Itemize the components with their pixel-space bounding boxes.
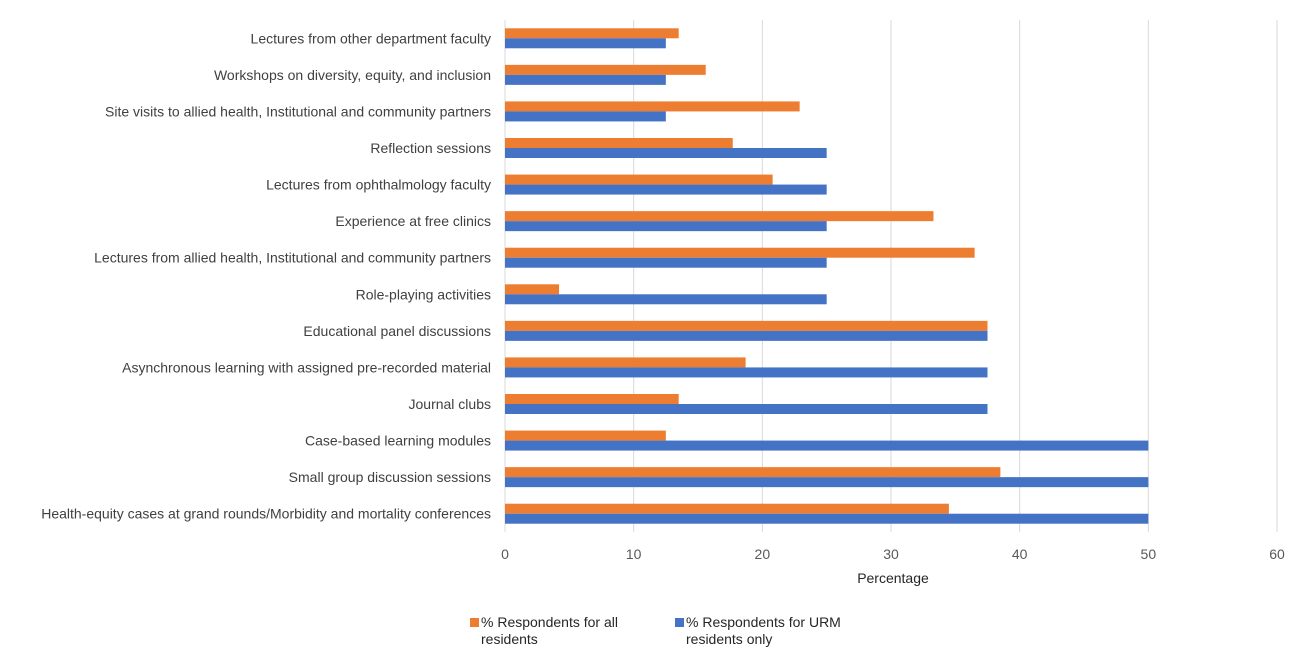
category-label: Educational panel discussions <box>303 323 491 339</box>
gridlines <box>633 20 1278 532</box>
x-axis-title: Percentage <box>857 570 929 586</box>
bar-urm-residents <box>505 294 827 305</box>
bar-urm-residents <box>505 513 1149 524</box>
bar-urm-residents <box>505 111 666 122</box>
x-tick-label: 20 <box>755 546 771 562</box>
bar-all-residents <box>505 430 666 441</box>
bar-urm-residents <box>505 367 988 378</box>
bar-urm-residents <box>505 330 988 341</box>
legend-label: % Respondents for URM <box>686 614 841 630</box>
bar-all-residents <box>505 394 679 404</box>
bar-all-residents <box>505 64 706 75</box>
category-label: Small group discussion sessions <box>289 469 491 485</box>
legend-label: residents <box>481 631 538 647</box>
x-tick-label: 30 <box>883 546 899 562</box>
legend-label: % Respondents for all <box>481 614 618 630</box>
bar-all-residents <box>505 284 560 295</box>
category-label: Workshops on diversity, equity, and incl… <box>214 67 491 83</box>
category-label: Case-based learning modules <box>305 433 491 449</box>
bar-urm-residents <box>505 257 827 268</box>
bar-all-residents <box>505 357 746 368</box>
legend-swatch <box>675 618 684 627</box>
bar-urm-residents <box>505 148 827 158</box>
category-label: Lectures from allied health, Institution… <box>94 250 491 266</box>
x-tick-label: 60 <box>1269 546 1285 562</box>
bar-urm-residents <box>505 477 1149 488</box>
legend-swatch <box>470 618 479 627</box>
bar-all-residents <box>505 101 800 112</box>
bar-urm-residents <box>505 184 827 195</box>
bar-urm-residents <box>505 221 827 232</box>
bars <box>505 28 1149 524</box>
bar-all-residents <box>505 247 975 258</box>
category-label: Lectures from ophthalmology faculty <box>266 177 491 193</box>
category-label: Journal clubs <box>409 396 492 412</box>
legend-label: residents only <box>686 631 772 647</box>
bar-all-residents <box>505 320 988 331</box>
category-label: Health-equity cases at grand rounds/Morb… <box>41 506 491 522</box>
x-tick-label: 40 <box>1012 546 1028 562</box>
x-tick-label: 50 <box>1141 546 1157 562</box>
bar-urm-residents <box>505 38 666 49</box>
category-label: Lectures from other department faculty <box>251 30 491 46</box>
category-label: Experience at free clinics <box>335 213 491 229</box>
bar-urm-residents <box>505 74 666 85</box>
bar-all-residents <box>505 28 679 39</box>
category-label: Role-playing activities <box>356 286 491 302</box>
x-tick-label: 10 <box>626 546 642 562</box>
bar-urm-residents <box>505 404 988 414</box>
bar-all-residents <box>505 211 934 222</box>
x-tick-label: 0 <box>501 546 509 562</box>
bar-all-residents <box>505 174 773 185</box>
bar-all-residents <box>505 138 733 148</box>
category-label: Reflection sessions <box>370 140 491 156</box>
bar-all-residents <box>505 503 949 514</box>
bar-urm-residents <box>505 440 1149 451</box>
category-label: Site visits to allied health, Institutio… <box>105 103 491 119</box>
category-label: Asynchronous learning with assigned pre-… <box>122 359 491 375</box>
bar-all-residents <box>505 467 1001 478</box>
